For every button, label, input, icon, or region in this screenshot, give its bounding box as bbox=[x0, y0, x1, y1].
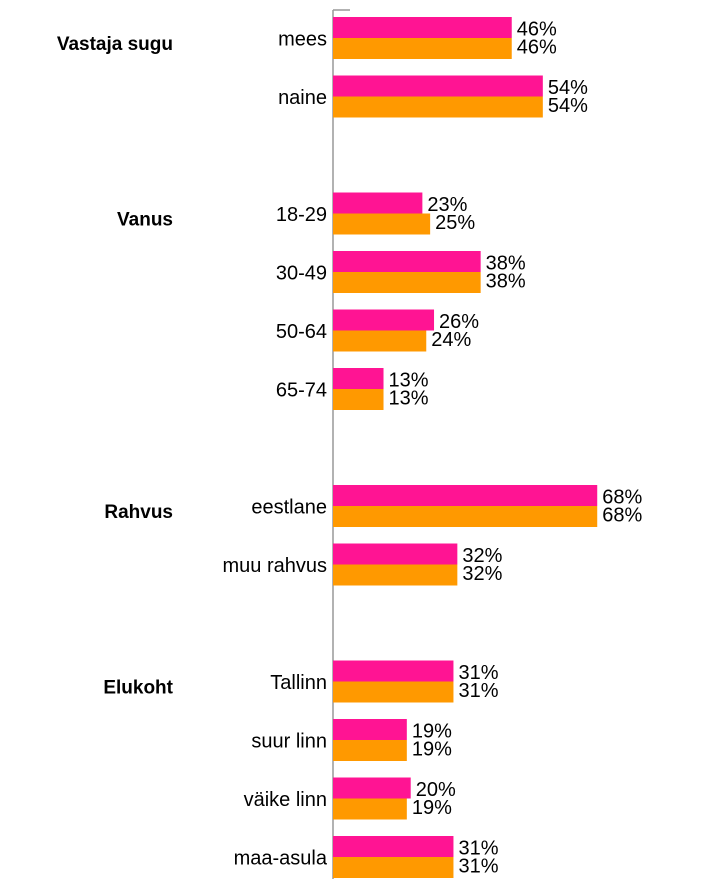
value-label: 31% bbox=[458, 855, 498, 877]
category-label: maa-asula bbox=[234, 847, 328, 869]
bar bbox=[333, 251, 481, 272]
bar bbox=[333, 213, 431, 235]
bar bbox=[333, 740, 407, 761]
bar bbox=[333, 719, 407, 740]
bar bbox=[333, 660, 454, 682]
value-label: 19% bbox=[412, 797, 452, 819]
value-label: 54% bbox=[548, 77, 588, 99]
bar bbox=[333, 389, 384, 410]
bar bbox=[333, 192, 423, 214]
group-label: Rahvus bbox=[104, 502, 173, 523]
value-label: 19% bbox=[412, 720, 452, 742]
bar bbox=[333, 272, 481, 293]
category-label: väike linn bbox=[244, 789, 327, 811]
value-label: 31% bbox=[458, 837, 498, 859]
category-label: Tallinn bbox=[270, 672, 327, 694]
value-label: 32% bbox=[462, 545, 502, 567]
value-label: 38% bbox=[486, 252, 526, 274]
category-label: mees bbox=[278, 28, 327, 50]
value-label: 31% bbox=[458, 680, 498, 702]
value-label: 68% bbox=[602, 486, 642, 508]
bar bbox=[333, 836, 454, 857]
category-label: 30-49 bbox=[276, 262, 327, 284]
value-label: 38% bbox=[486, 270, 526, 292]
bar bbox=[333, 485, 598, 506]
value-label: 19% bbox=[412, 738, 452, 760]
bar bbox=[333, 543, 458, 565]
bar bbox=[333, 506, 598, 527]
value-label: 20% bbox=[416, 779, 456, 801]
bar bbox=[333, 777, 411, 799]
category-label: 18-29 bbox=[276, 204, 327, 226]
category-label: muu rahvus bbox=[223, 555, 328, 577]
bar bbox=[333, 17, 512, 38]
bar bbox=[333, 564, 458, 586]
value-label: 32% bbox=[462, 563, 502, 585]
bar bbox=[333, 96, 543, 118]
value-label: 24% bbox=[431, 329, 471, 351]
bar bbox=[333, 857, 454, 878]
value-label: 23% bbox=[427, 194, 467, 216]
bar bbox=[333, 75, 543, 97]
bar bbox=[333, 38, 512, 59]
category-label: 65-74 bbox=[276, 379, 327, 401]
value-label: 54% bbox=[548, 95, 588, 117]
group-label: Vastaja sugu bbox=[57, 34, 173, 55]
bar bbox=[333, 681, 454, 703]
group-label: Elukoht bbox=[103, 678, 173, 699]
bar bbox=[333, 330, 427, 352]
group-label: Vanus bbox=[117, 210, 173, 231]
value-label: 26% bbox=[439, 311, 479, 333]
value-label: 13% bbox=[389, 369, 429, 391]
bar bbox=[333, 368, 384, 389]
category-label: 50-64 bbox=[276, 321, 327, 343]
value-label: 46% bbox=[517, 36, 557, 58]
bar bbox=[333, 798, 407, 820]
category-label: suur linn bbox=[251, 730, 327, 752]
value-label: 68% bbox=[602, 504, 642, 526]
category-label: naine bbox=[278, 87, 327, 109]
value-label: 13% bbox=[389, 387, 429, 409]
category-label: eestlane bbox=[251, 496, 327, 518]
value-label: 46% bbox=[517, 18, 557, 40]
value-label: 25% bbox=[435, 212, 475, 234]
value-label: 31% bbox=[458, 662, 498, 684]
bar bbox=[333, 309, 435, 331]
